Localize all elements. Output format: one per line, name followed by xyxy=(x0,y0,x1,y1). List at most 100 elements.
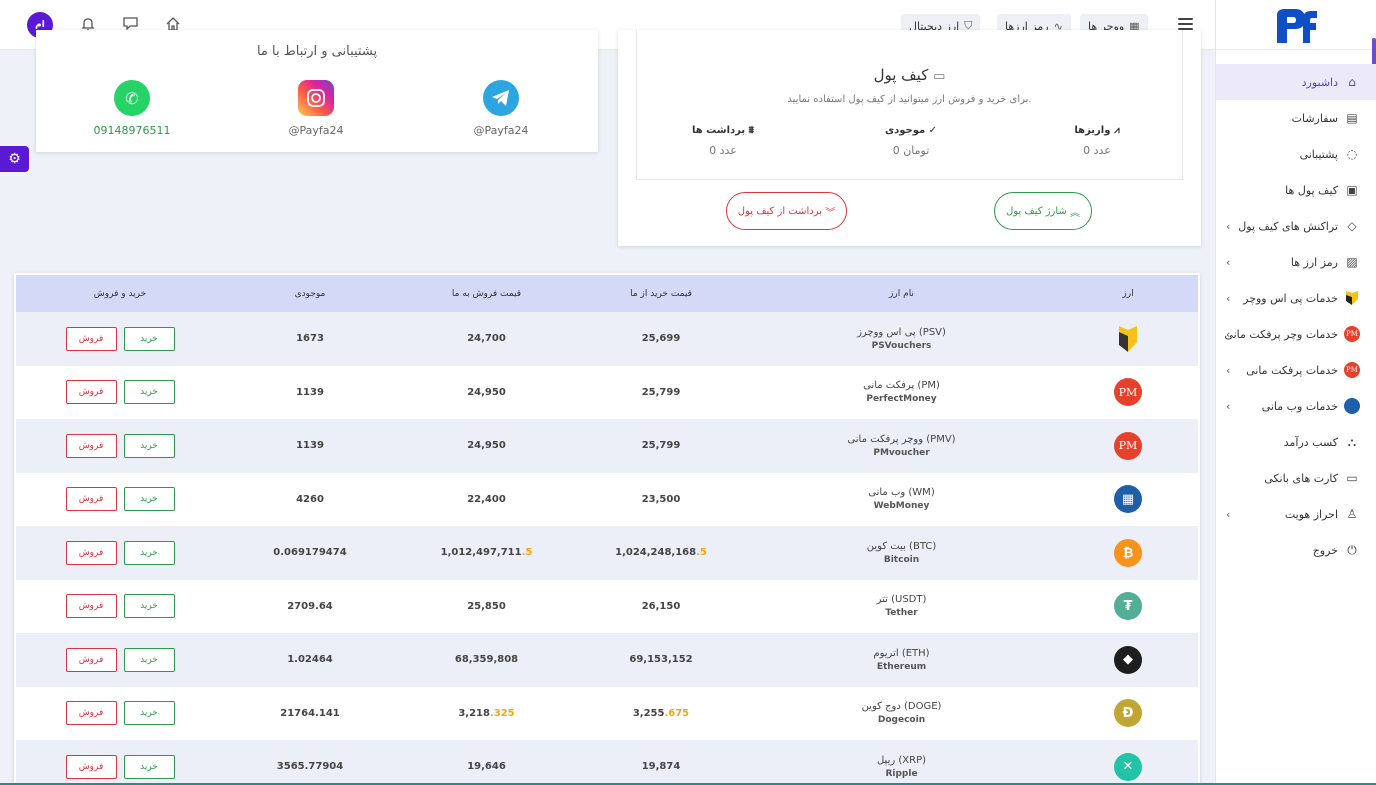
col-sell-price: قیمت فروش به ما xyxy=(451,288,522,299)
sell-button[interactable]: فروش xyxy=(65,433,117,458)
sell-button[interactable]: فروش xyxy=(65,754,117,779)
currency-icon-cell: ▦ xyxy=(1058,473,1198,527)
webmoney-icon: ▦ xyxy=(1114,485,1142,514)
chart-icon: ▨ xyxy=(1346,255,1358,269)
stock-cell: 0.069179474 xyxy=(273,547,347,559)
buy-button[interactable]: خرید xyxy=(123,647,175,672)
table-row: فروش خرید 1673 24,700 25,699 پی اس ووچرز (PSV… xyxy=(16,312,1198,366)
buy-button[interactable]: خرید xyxy=(123,433,175,458)
support-card: پشتیبانی و ارتباط با ما ✆ 09148976511 @P… xyxy=(36,30,598,152)
payfa-logo[interactable] xyxy=(1216,0,1376,50)
whatsapp-contact[interactable]: ✆ 09148976511 xyxy=(72,80,192,137)
sidebar-item-label: سفارشات xyxy=(1291,111,1338,125)
sidebar-item-3[interactable]: کیف پول ها ▣ xyxy=(1216,172,1376,208)
name-cell: تتر (USDT) Tether xyxy=(876,594,927,619)
chip-label: ووچر ها xyxy=(1088,19,1125,33)
sell-button[interactable]: فروش xyxy=(65,380,117,405)
sell-button[interactable]: فروش xyxy=(65,326,117,351)
sell-button[interactable]: فروش xyxy=(65,647,117,672)
buy-button[interactable]: خرید xyxy=(123,326,175,351)
stat-balance: موجودی ✓ 0 تومان xyxy=(884,125,938,157)
stock-cell: 1139 xyxy=(296,386,324,398)
buy-button[interactable]: خرید xyxy=(123,701,175,726)
chat-icon[interactable] xyxy=(120,14,140,34)
table-row: فروش خرید 1139 24,950 25,799 ووچر پرفکت مانی … xyxy=(16,419,1198,473)
buy-button[interactable]: خرید xyxy=(123,380,175,405)
table-row: فروش خرید 21764.141 3,218.325 3,255.675 دوج ک… xyxy=(16,686,1198,740)
document-icon: ▤ xyxy=(1346,111,1358,125)
sidebar-item-1[interactable]: سفارشات ▤ xyxy=(1216,100,1376,136)
stock-cell: 1139 xyxy=(296,440,324,452)
table-row: فروش خرید 2709.64 25,850 26,150 تتر (USDT) Tet… xyxy=(16,579,1198,633)
sidebar-item-label: خدمات وب مانی xyxy=(1261,399,1338,413)
chevron-left-icon: ‹ xyxy=(1226,363,1231,377)
buy-button[interactable]: خرید xyxy=(123,487,175,512)
sidebar-item-13[interactable]: خروج ⏻ xyxy=(1216,532,1376,568)
chat-icon: ◌ xyxy=(1346,147,1358,161)
col-actions: خرید و فروش xyxy=(93,288,147,299)
chevrons-up-icon: ︽ xyxy=(1069,207,1080,219)
telegram-contact[interactable]: @Payfa24 xyxy=(441,80,561,137)
buy-button[interactable]: خرید xyxy=(123,754,175,779)
table-row: فروش خرید 3565.77904 19,646 19,874 ریپل (XRP)… xyxy=(16,740,1198,783)
hamburger-menu-icon[interactable] xyxy=(1178,18,1193,30)
pm-icon: PM xyxy=(1114,431,1142,460)
sidebar-item-4[interactable]: ‹ تراکنش های کیف پول ◇ xyxy=(1216,208,1376,244)
charge-wallet-button[interactable]: شارژ کیف پول ︽ xyxy=(994,192,1092,230)
buy-button[interactable]: خرید xyxy=(123,540,175,565)
tag-icon: ◇ xyxy=(1347,219,1357,233)
col-currency: ارز xyxy=(1122,288,1134,299)
settings-gear-icon[interactable]: ⚙ xyxy=(0,146,29,172)
sidebar-scrollbar[interactable] xyxy=(1372,38,1376,86)
name-cell: پرفکت مانی (PM) PerfectMoney xyxy=(863,380,940,405)
sidebar-item-11[interactable]: کارت های بانکی ▭ xyxy=(1216,460,1376,496)
stat-withdrawals: برداشت ها ⩩ 0 عدد xyxy=(692,125,754,157)
sidebar-item-7[interactable]: ‹ خدمات وچر پرفکت مانی PM xyxy=(1216,316,1376,352)
shield-icon: ⛉ xyxy=(964,19,973,32)
sell-price-cell: 22,400 xyxy=(467,493,506,505)
buy-button[interactable]: خرید xyxy=(123,594,175,619)
user-icon: ♙ xyxy=(1346,507,1358,521)
withdraw-wallet-button[interactable]: برداشت از کیف پول ︾ xyxy=(726,192,847,230)
chevron-left-icon: ‹ xyxy=(1226,219,1231,233)
sidebar-item-0[interactable]: داشبورد ⌂ xyxy=(1216,64,1376,100)
table-row: فروش خرید 1139 24,950 25,799 پرفکت مانی (PM) P… xyxy=(16,365,1198,419)
sell-button[interactable]: فروش xyxy=(65,540,117,565)
check-icon: ✓ xyxy=(928,125,938,136)
chip-label: رمز ارزها xyxy=(1005,19,1049,33)
buy-price-cell: 26,150 xyxy=(641,600,681,612)
chevrons-down-icon: ︾ xyxy=(825,207,836,219)
sell-button[interactable]: فروش xyxy=(65,487,117,512)
buy-price-cell: 25,799 xyxy=(641,386,681,398)
sidebar-item-10[interactable]: کسب درآمد ⛬ xyxy=(1216,424,1376,460)
tether-icon: ₮ xyxy=(1114,592,1142,621)
chevron-left-icon: ‹ xyxy=(1226,327,1231,341)
instagram-handle: @Payfa24 xyxy=(288,124,344,137)
actions-cell: فروش خرید xyxy=(16,633,224,687)
instagram-contact[interactable]: @Payfa24 xyxy=(256,80,376,137)
sidebar-item-12[interactable]: ‹ احراز هویت ♙ xyxy=(1216,496,1376,532)
currency-icon-cell: PM xyxy=(1058,419,1198,473)
sidebar-item-9[interactable]: ‹ خدمات وب مانی xyxy=(1216,388,1376,424)
sidebar-item-2[interactable]: پشتیبانی ◌ xyxy=(1216,136,1376,172)
buy-price-cell: 3,255.675 xyxy=(632,707,690,719)
stock-cell: 3565.77904 xyxy=(276,761,344,773)
actions-cell: فروش خرید xyxy=(16,473,224,527)
sidebar-item-8[interactable]: ‹ خدمات پرفکت مانی PM xyxy=(1216,352,1376,388)
ripple-icon: ✕ xyxy=(1114,752,1142,781)
chevron-left-icon: ‹ xyxy=(1226,507,1231,521)
sidebar-item-6[interactable]: ‹ خدمات پی اس ووچر xyxy=(1216,280,1376,316)
currency-icon-cell xyxy=(1058,312,1198,366)
currency-table: خرید و فروش موجودی قیمت فروش به ما قیمت … xyxy=(14,273,1200,785)
stock-cell: 4260 xyxy=(296,493,324,505)
name-cell: اتریوم (ETH) Ethereum xyxy=(873,647,930,672)
pulse-icon: ∿ xyxy=(1053,19,1063,33)
chevron-left-icon: ‹ xyxy=(1226,291,1231,305)
currency-icon-cell: ₿ xyxy=(1058,526,1198,580)
sidebar-item-5[interactable]: ‹ رمز ارز ها ▨ xyxy=(1216,244,1376,280)
sell-button[interactable]: فروش xyxy=(65,594,117,619)
pm-icon: PM xyxy=(1114,378,1142,407)
network-icon: ⛬ xyxy=(1347,434,1357,449)
sell-button[interactable]: فروش xyxy=(65,701,117,726)
name-cell: دوج کوین (DOGE) Dogecoin xyxy=(861,701,942,726)
